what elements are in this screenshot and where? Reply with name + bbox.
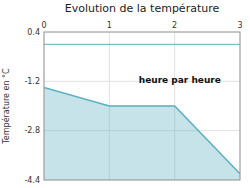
- x-tick-label: 1: [107, 21, 112, 30]
- y-tick-label: -1.2: [24, 77, 40, 86]
- area: [44, 88, 240, 181]
- y-axis-label: Température en °C: [1, 68, 11, 145]
- title: Evolution de la température: [65, 2, 220, 15]
- plot-frame: [44, 32, 240, 180]
- plot-area: [44, 44, 240, 180]
- zero-line: [44, 44, 240, 45]
- y-tick-label: -2.8: [24, 126, 40, 135]
- plot-background: [44, 32, 240, 180]
- annotation: heure par heure: [139, 75, 221, 85]
- x-tick-label: 2: [172, 21, 177, 30]
- y-tick-label: -4.4: [24, 176, 40, 185]
- chart: 0.4 -1.2 -2.8 -4.4 0 1 2 3 Evolution de la tempé…: [0, 0, 250, 188]
- x-tick-label: 3: [237, 21, 242, 30]
- y-tick-label: 0.4: [27, 28, 40, 37]
- x-tick-label: 0: [41, 21, 46, 30]
- line: [44, 88, 240, 174]
